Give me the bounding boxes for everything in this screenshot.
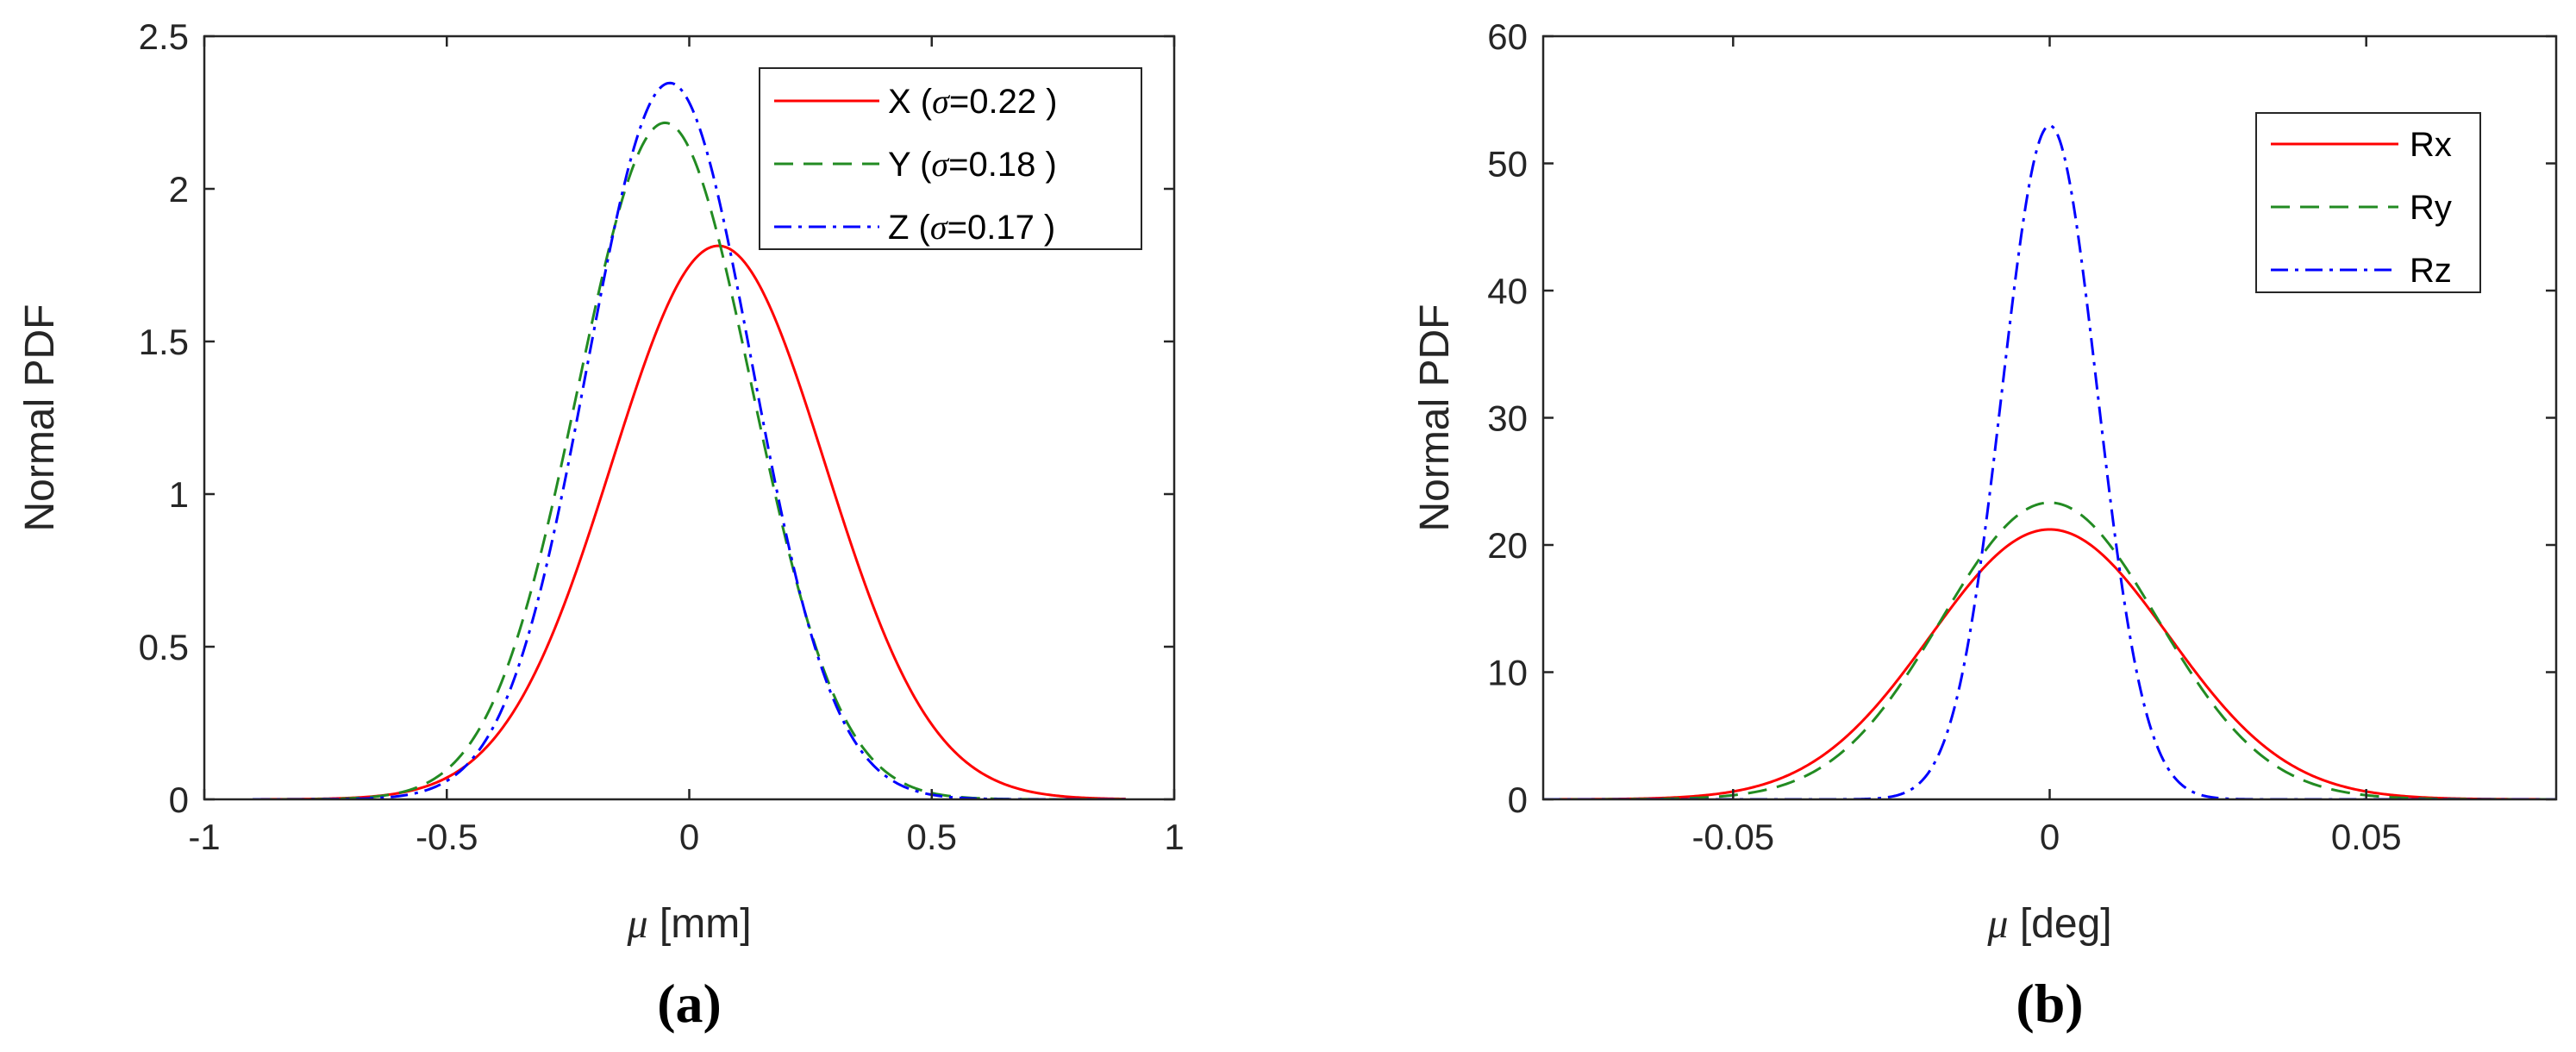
- y-tick-label: 30: [1487, 398, 1528, 439]
- legend-box: [759, 67, 1142, 250]
- legend-label-rz: Rz: [2410, 252, 2452, 290]
- x-axis-label: μ [deg]: [1986, 901, 2111, 947]
- y-axis-label: Normal PDF: [1412, 304, 1458, 531]
- y-tick-label: 40: [1487, 271, 1528, 311]
- x-tick-label: -0.05: [1691, 817, 1774, 857]
- x-axis-label: μ [mm]: [626, 901, 751, 947]
- y-tick-label: 10: [1487, 653, 1528, 693]
- series-line-x: [253, 244, 1126, 799]
- legend: Rx Ry Rz: [2255, 112, 2481, 293]
- legend-label-rx: Rx: [2410, 126, 2452, 164]
- panel-label: (b): [2016, 973, 2083, 1034]
- y-tick-label: 50: [1487, 144, 1528, 185]
- chart-panel-b: -0.05 0 0.05 0 10 20 30 40 50 60 μ [deg] Normal PDF…: [1412, 16, 2558, 1034]
- legend-label-x: X (σ=0.22 ): [888, 82, 1058, 121]
- x-tick-label: -0.5: [416, 817, 478, 857]
- legend: X (σ=0.22 ) Y (σ=0.18 ) Z (σ=0.17 ): [759, 67, 1142, 250]
- series-group: [1543, 123, 2556, 799]
- y-tick-label: 1.5: [139, 322, 189, 362]
- legend-label-ry: Ry: [2410, 189, 2452, 227]
- y-tick-label: 1: [169, 474, 189, 515]
- chart-panel-a: -1 -0.5 0 0.5 1 0 0.5 1 1.5 2 2.5 μ [mm] Normal PDF X…: [17, 16, 1185, 1034]
- x-tick-label: 1: [1164, 817, 1184, 857]
- y-tick-label: 2.5: [139, 16, 189, 57]
- y-tick-label: 0: [169, 780, 189, 820]
- x-tick-label: 0: [2040, 817, 2060, 857]
- y-tick-label: 20: [1487, 525, 1528, 566]
- y-axis-label: Normal PDF: [17, 304, 63, 531]
- y-tick-label: 0.5: [139, 627, 189, 667]
- x-tick-label: -1: [188, 817, 220, 857]
- x-tick-label: 0: [679, 817, 699, 857]
- x-tick-label: 0.5: [907, 817, 957, 857]
- y-tick-label: 60: [1487, 16, 1528, 57]
- y-tick-label: 2: [169, 169, 189, 210]
- series-line-z: [253, 81, 1126, 799]
- legend-label-z: Z (σ=0.17 ): [888, 208, 1055, 247]
- panel-label: (a): [657, 973, 722, 1034]
- series-group: [253, 81, 1126, 799]
- y-tick-label: 0: [1508, 780, 1528, 820]
- series-line-rx: [1543, 528, 2556, 799]
- x-tick-label: 0.05: [2331, 817, 2402, 857]
- legend-label-y: Y (σ=0.18 ): [888, 145, 1057, 184]
